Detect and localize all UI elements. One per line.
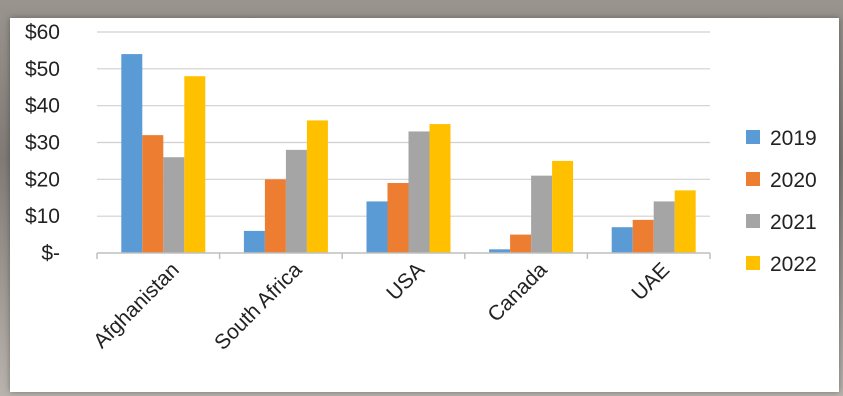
bar-2022 (674, 190, 696, 253)
bar-2020 (142, 135, 164, 253)
bar-2022 (429, 124, 451, 253)
y-tick-label: $- (41, 242, 60, 265)
legend-swatch (746, 214, 760, 228)
bar-2022 (552, 160, 574, 253)
bar-2020 (632, 219, 654, 253)
bar-2021 (653, 201, 675, 253)
legend-swatch (746, 256, 760, 270)
bar-2022 (184, 76, 206, 253)
bar-2019 (611, 227, 633, 253)
bar-2021 (408, 131, 430, 253)
y-tick-label: $60 (25, 21, 60, 44)
x-axis-ticks: Afghanistan South Africa USA Canada UAE (89, 258, 674, 355)
x-tick-label: UAE (627, 258, 674, 305)
bar-2020 (387, 183, 409, 253)
x-axis (96, 252, 711, 259)
bar-2022 (306, 120, 328, 254)
bar-2021 (531, 175, 553, 253)
y-tick-label: $40 (25, 95, 60, 118)
x-tick-label: Canada (483, 258, 552, 327)
legend-label: 2021 (770, 211, 817, 234)
x-tick-label: South Africa (210, 258, 307, 355)
legend-label: 2019 (770, 127, 817, 150)
bar-2020 (264, 179, 286, 253)
y-tick-label: $30 (25, 132, 60, 155)
bar-2020 (510, 234, 532, 253)
bar-2019 (489, 249, 511, 253)
x-tick-label: Afghanistan (89, 258, 184, 353)
legend-label: 2022 (770, 253, 817, 276)
legend-label: 2020 (770, 169, 817, 192)
bars (121, 54, 696, 254)
bar-2019 (243, 230, 265, 253)
x-tick-label: USA (382, 258, 429, 305)
y-axis-ticks: $- $10 $20 $30 $40 $50 $60 (25, 21, 60, 265)
bar-2019 (366, 201, 388, 253)
y-tick-label: $10 (25, 205, 60, 228)
y-tick-label: $50 (25, 58, 60, 81)
y-tick-label: $20 (25, 168, 60, 191)
bar-2021 (163, 157, 185, 253)
legend: 2019 2020 2021 2022 (746, 127, 817, 276)
bar-2019 (121, 54, 143, 253)
legend-swatch (746, 172, 760, 186)
legend-swatch (746, 130, 760, 144)
bar-2021 (285, 149, 307, 253)
